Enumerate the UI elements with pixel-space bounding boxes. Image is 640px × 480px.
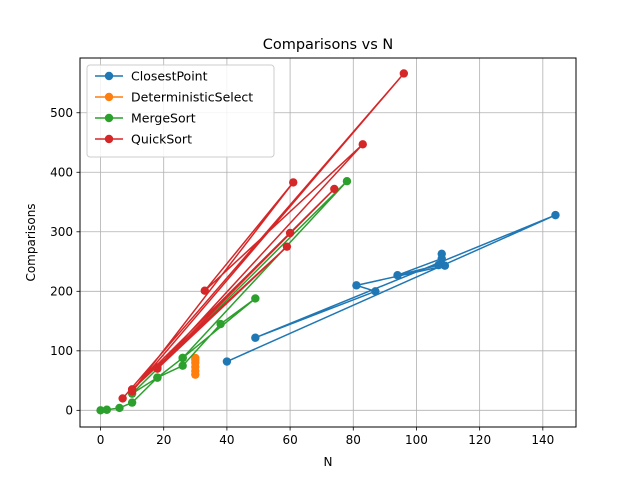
x-tick-label: 20 xyxy=(156,433,171,447)
x-tick-label: 40 xyxy=(219,433,234,447)
x-axis-label: N xyxy=(324,455,333,469)
legend-label: QuickSort xyxy=(131,132,192,147)
data-point-closestpoint xyxy=(222,357,232,366)
y-tick-label: 400 xyxy=(50,166,73,180)
x-tick-label: 100 xyxy=(405,433,428,447)
legend-marker xyxy=(104,71,114,81)
plot-frame xyxy=(79,57,577,428)
data-point-closestpoint xyxy=(393,271,402,280)
data-point-quicksort xyxy=(358,140,367,149)
legend-item: DeterministicSelect xyxy=(95,90,253,105)
series-closestpoint xyxy=(222,210,560,366)
legend-label: ClosestPoint xyxy=(131,69,208,84)
data-point-quicksort xyxy=(282,242,292,251)
data-point-mergesort xyxy=(178,353,187,363)
data-point-closestpoint xyxy=(251,333,260,342)
data-point-quicksort xyxy=(285,228,295,238)
chart-title: Comparisons vs N xyxy=(263,37,394,53)
data-point-quicksort xyxy=(289,178,298,187)
series-deterministicselect xyxy=(191,353,200,379)
data-point-quicksort xyxy=(127,385,137,394)
data-point-closestpoint xyxy=(352,281,361,290)
data-point-closestpoint xyxy=(371,287,380,296)
data-point-closestpoint xyxy=(434,260,443,270)
data-point-closestpoint xyxy=(440,261,450,270)
data-point-quicksort xyxy=(200,286,209,295)
tick-layer: 0 20 40 60 80 100 120 140 0 100 200 300 400 500 xyxy=(50,106,554,447)
data-point-closestpoint xyxy=(437,254,446,263)
data-point-mergesort xyxy=(251,294,260,303)
x-tick-label: 140 xyxy=(531,433,554,447)
data-point-deterministicselect xyxy=(191,353,200,363)
data-point-mergesort xyxy=(178,361,187,370)
legend-label: DeterministicSelect xyxy=(131,90,253,105)
y-tick-label: 200 xyxy=(50,285,73,299)
legend-box xyxy=(86,64,275,158)
data-point-mergesort xyxy=(342,176,352,186)
legend-item: MergeSort xyxy=(95,111,196,126)
x-tick-label: 120 xyxy=(468,433,491,447)
data-point-mergesort xyxy=(127,398,137,407)
data-point-mergesort xyxy=(153,373,162,382)
legend: ClosestPoint DeterministicSelect MergeSort… xyxy=(86,64,275,158)
series-quicksort xyxy=(118,69,409,403)
y-axis-label: Comparisons xyxy=(24,203,38,281)
legend-marker xyxy=(104,134,114,144)
y-tick-label: 500 xyxy=(50,106,73,120)
y-tick-label: 300 xyxy=(50,225,73,239)
y-tick-label: 100 xyxy=(50,344,73,358)
legend-label: MergeSort xyxy=(131,111,196,126)
x-tick-label: 80 xyxy=(346,433,361,447)
data-point-quicksort xyxy=(118,394,127,403)
data-point-quicksort xyxy=(399,69,409,78)
data-point-mergesort xyxy=(216,319,225,329)
legend-item: QuickSort xyxy=(95,132,192,147)
data-point-mergesort xyxy=(102,405,112,414)
data-point-quicksort xyxy=(330,184,339,194)
x-tick-label: 60 xyxy=(282,433,297,447)
series-layer xyxy=(96,69,560,415)
x-tick-label: 0 xyxy=(97,433,105,447)
data-point-mergesort xyxy=(115,403,124,413)
data-point-quicksort xyxy=(153,364,162,373)
legend-marker xyxy=(104,92,114,102)
data-point-mergesort xyxy=(96,406,105,415)
legend-marker xyxy=(104,113,114,123)
data-point-closestpoint xyxy=(551,210,560,220)
legend-item: ClosestPoint xyxy=(95,69,208,84)
y-tick-label: 0 xyxy=(65,404,73,418)
